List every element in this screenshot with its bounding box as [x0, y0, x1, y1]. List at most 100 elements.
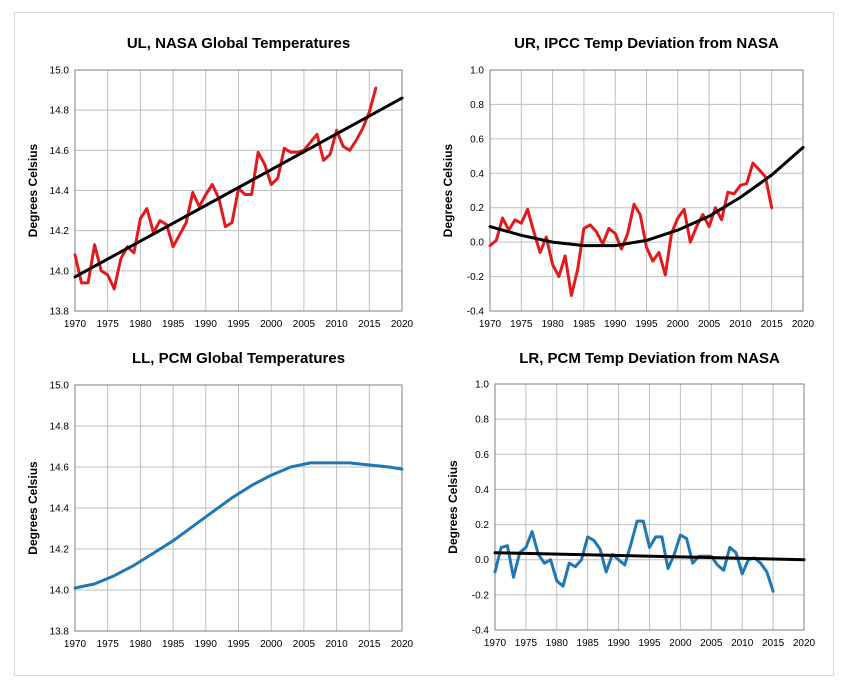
data-point — [270, 474, 272, 476]
y-tick-label: 0.8 — [470, 100, 484, 111]
plot-area-border — [494, 383, 805, 631]
x-tick-label: 1980 — [546, 638, 569, 649]
data-point — [673, 553, 675, 555]
data-point — [589, 224, 591, 226]
panel-lower-left: LL, PCM Global Temperatures Degrees Celsi… — [0, 345, 425, 690]
data-point — [583, 227, 585, 229]
data-point — [231, 221, 233, 223]
chart-ur: UR, IPCC Temp Deviation from NASA Degrees… — [441, 35, 815, 330]
data-point — [658, 251, 660, 253]
data-point — [250, 484, 252, 486]
data-point — [113, 288, 115, 290]
x-tick-label: 1975 — [97, 319, 120, 330]
y-tick-label: 14.4 — [50, 504, 70, 515]
data-point — [614, 232, 616, 234]
data-point — [545, 236, 547, 238]
data-series-line — [73, 461, 404, 590]
data-point — [727, 191, 729, 193]
y-axis-label: Degrees Celsius — [441, 143, 455, 237]
data-point — [74, 254, 76, 256]
data-point — [741, 573, 743, 575]
x-tick-label: 1975 — [515, 638, 538, 649]
figure-frame — [14, 12, 834, 676]
y-tick-label: 14.6 — [50, 146, 70, 157]
data-point — [277, 177, 279, 179]
y-tick-label: 13.8 — [50, 627, 70, 638]
x-tick-label: 2015 — [358, 639, 381, 650]
data-point — [192, 191, 194, 193]
data-point — [290, 151, 292, 153]
data-point — [185, 221, 187, 223]
data-point — [735, 552, 737, 554]
x-tick-label: 1970 — [484, 638, 507, 649]
data-point — [368, 111, 370, 113]
y-tick-label: 14.8 — [50, 106, 70, 117]
y-tick-label: 14.0 — [50, 266, 70, 277]
data-point — [520, 222, 522, 224]
data-point — [290, 466, 292, 468]
x-tick-label: 1980 — [129, 639, 152, 650]
data-point — [758, 169, 760, 171]
x-tick-label: 2000 — [260, 639, 283, 650]
y-tick-label: 14.0 — [50, 586, 70, 597]
data-point — [729, 546, 731, 548]
chart-lr: LR, PCM Temp Deviation from NASA Degrees … — [446, 350, 816, 649]
data-point — [576, 269, 578, 271]
data-point — [531, 530, 533, 532]
data-point — [595, 231, 597, 233]
y-tick-label: 14.2 — [50, 226, 70, 237]
data-point — [723, 569, 725, 571]
y-tick-label: -0.4 — [472, 626, 490, 637]
y-tick-label: 0.2 — [475, 520, 489, 531]
data-point — [685, 537, 687, 539]
x-tick-label: 1985 — [573, 319, 596, 330]
data-point — [702, 213, 704, 215]
data-point — [205, 193, 207, 195]
data-point — [714, 207, 716, 209]
y-tick-label: 14.8 — [50, 422, 70, 433]
data-point — [683, 208, 685, 210]
data-point — [231, 497, 233, 499]
x-tick-label: 2010 — [731, 638, 754, 649]
y-tick-label: 0.4 — [475, 485, 489, 496]
y-tick-label: 15.0 — [50, 381, 70, 392]
data-point — [760, 562, 762, 564]
data-point — [752, 162, 754, 164]
x-tick-label: 2005 — [700, 638, 723, 649]
panel-upper-right: UR, IPCC Temp Deviation from NASA Degrees… — [425, 0, 850, 345]
data-point — [349, 462, 351, 464]
data-point — [708, 225, 710, 227]
chart-title: LL, PCM Global Temperatures — [132, 350, 345, 367]
data-point — [100, 270, 102, 272]
data-point — [667, 567, 669, 569]
panel-upper-left: UL, NASA Global Temperatures Degrees Cels… — [0, 0, 425, 345]
data-point — [562, 585, 564, 587]
y-tick-label: 0.6 — [475, 450, 489, 461]
x-tick-label: 1975 — [510, 319, 533, 330]
data-point — [645, 246, 647, 248]
data-point — [80, 282, 82, 284]
data-point — [375, 87, 377, 89]
data-point — [159, 219, 161, 221]
y-tick-label: 15.0 — [50, 66, 70, 77]
chart-title: UR, IPCC Temp Deviation from NASA — [514, 35, 779, 52]
data-point — [107, 274, 109, 276]
x-tick-label: 2010 — [325, 639, 348, 650]
y-tick-label: -0.2 — [467, 272, 485, 283]
y-axis-label: Degrees Celsius — [446, 460, 460, 554]
data-point — [639, 213, 641, 215]
data-point — [512, 576, 514, 578]
data-point — [329, 462, 331, 464]
data-point — [587, 536, 589, 538]
x-tick-label: 1970 — [479, 319, 502, 330]
data-point — [329, 153, 331, 155]
data-point — [172, 246, 174, 248]
trend-line — [488, 146, 805, 248]
data-point — [695, 225, 697, 227]
data-point — [322, 159, 324, 161]
data-point — [309, 141, 311, 143]
x-tick-label: 1985 — [162, 319, 185, 330]
x-tick-label: 2020 — [391, 639, 414, 650]
data-point — [593, 539, 595, 541]
data-point — [120, 258, 122, 260]
